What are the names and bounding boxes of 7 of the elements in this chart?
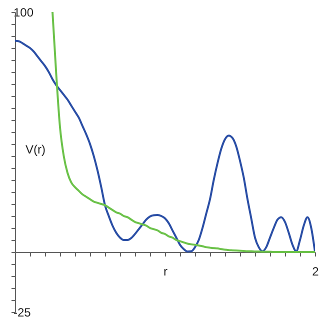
y-axis-title: V(r): [26, 142, 46, 156]
x-tick-label: r: [164, 264, 168, 278]
y-tick-label: -25: [14, 306, 32, 320]
x-tick-label: 2: [312, 264, 320, 278]
y-tick-label: 100: [14, 6, 34, 20]
line-series: [52, 12, 315, 253]
line-series: [15, 40, 315, 253]
